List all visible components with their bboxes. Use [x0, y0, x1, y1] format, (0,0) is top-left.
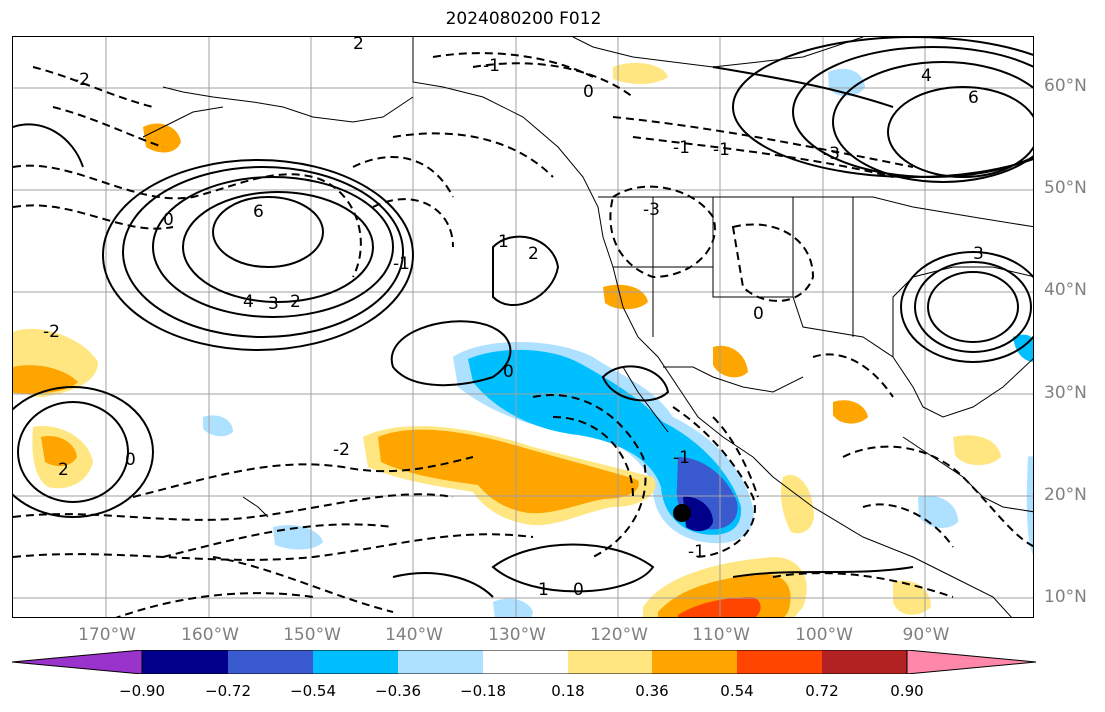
gridlines [13, 37, 1033, 617]
contour-label: 2 [290, 292, 301, 312]
colorbar-swatch [568, 650, 652, 674]
lon-label: 160°W [181, 625, 239, 645]
colorbar-swatch [142, 650, 228, 674]
map-frame: 6 4 3 2 -1 2 1 -3 2 -1 0 0 1 -2 0 6 4 3 … [12, 36, 1034, 618]
lat-label: 60°N [1044, 76, 1087, 96]
lon-label: 170°W [78, 625, 136, 645]
colorbar-tick-label: 0.54 [720, 682, 754, 700]
contour-label: 0 [125, 450, 136, 470]
colorbar-tick-label: −0.90 [119, 682, 165, 700]
lon-label: 110°W [692, 625, 750, 645]
lon-label: 140°W [385, 625, 443, 645]
contour-label: 2 [528, 244, 539, 264]
lon-label: 120°W [590, 625, 648, 645]
colorbar-tick-label: −0.54 [290, 682, 336, 700]
colorbar-tick-label: −0.18 [460, 682, 506, 700]
contour-label: 1 [498, 232, 509, 252]
contour-label: 2 [58, 460, 69, 480]
contour-label: 6 [968, 88, 979, 108]
contour-label: -1 [673, 448, 690, 468]
contour-label: 0 [163, 210, 174, 230]
colorbar [12, 650, 1036, 674]
lat-label: 40°N [1044, 280, 1087, 300]
contour-label: -2 [43, 322, 60, 342]
lon-label: 150°W [283, 625, 341, 645]
contour-label: 2 [353, 37, 364, 54]
contour-label: 3 [268, 294, 279, 314]
lat-label: 30°N [1044, 383, 1087, 403]
colorbar-extend-min [12, 650, 143, 674]
contour-label: 0 [503, 362, 514, 382]
contour-label: 0 [583, 82, 594, 102]
contour-label: 4 [243, 292, 254, 312]
colorbar-swatch [652, 650, 737, 674]
contour-labels: 6 4 3 2 -1 2 1 -3 2 -1 0 0 1 -2 0 6 4 3 … [43, 37, 984, 600]
lon-label: 90°W [902, 625, 950, 645]
colorbar-swatch [313, 650, 398, 674]
contour-label: -1 [713, 140, 730, 160]
shaded-field [13, 62, 1033, 617]
lat-label: 20°N [1044, 485, 1087, 505]
lat-label: 10°N [1044, 587, 1087, 607]
colorbar-tick-label: 0.72 [805, 682, 839, 700]
contour-label: -2 [73, 70, 90, 90]
colorbar-tick-label: −0.72 [205, 682, 251, 700]
contour-label: -1 [393, 254, 410, 274]
lat-label: 50°N [1044, 178, 1087, 198]
contour-label: 1 [538, 580, 549, 600]
lon-label: 100°W [795, 625, 853, 645]
contour-label: 0 [573, 580, 584, 600]
colorbar-extend-max [906, 650, 1036, 674]
contour-label: -1 [688, 542, 705, 562]
contour-label: -1 [483, 56, 500, 76]
map-canvas: 6 4 3 2 -1 2 1 -3 2 -1 0 0 1 -2 0 6 4 3 … [13, 37, 1033, 617]
contour-label: -2 [333, 440, 350, 460]
contour-label: 3 [973, 244, 984, 264]
location-marker [673, 504, 691, 522]
colorbar-swatch [398, 650, 483, 674]
contour-label: -3 [643, 200, 660, 220]
colorbar-tick-label: 0.90 [890, 682, 924, 700]
lon-label: 130°W [488, 625, 546, 645]
colorbar-tick-label: 0.18 [551, 682, 585, 700]
colorbar-tick-label: −0.36 [375, 682, 421, 700]
coastlines [142, 37, 1033, 617]
colorbar-swatch [737, 650, 822, 674]
contour-label: 0 [753, 304, 764, 324]
colorbar-tick-label: 0.36 [635, 682, 669, 700]
colorbar-swatch [483, 650, 568, 674]
colorbar-swatch [822, 650, 907, 674]
contour-label: 6 [253, 202, 264, 222]
contour-label: -3 [823, 144, 840, 164]
contour-label: 4 [921, 66, 932, 86]
contour-label: -1 [673, 138, 690, 158]
colorbar-swatch [228, 650, 313, 674]
map-title: 2024080200 F012 [445, 9, 602, 29]
contours [13, 37, 1033, 617]
